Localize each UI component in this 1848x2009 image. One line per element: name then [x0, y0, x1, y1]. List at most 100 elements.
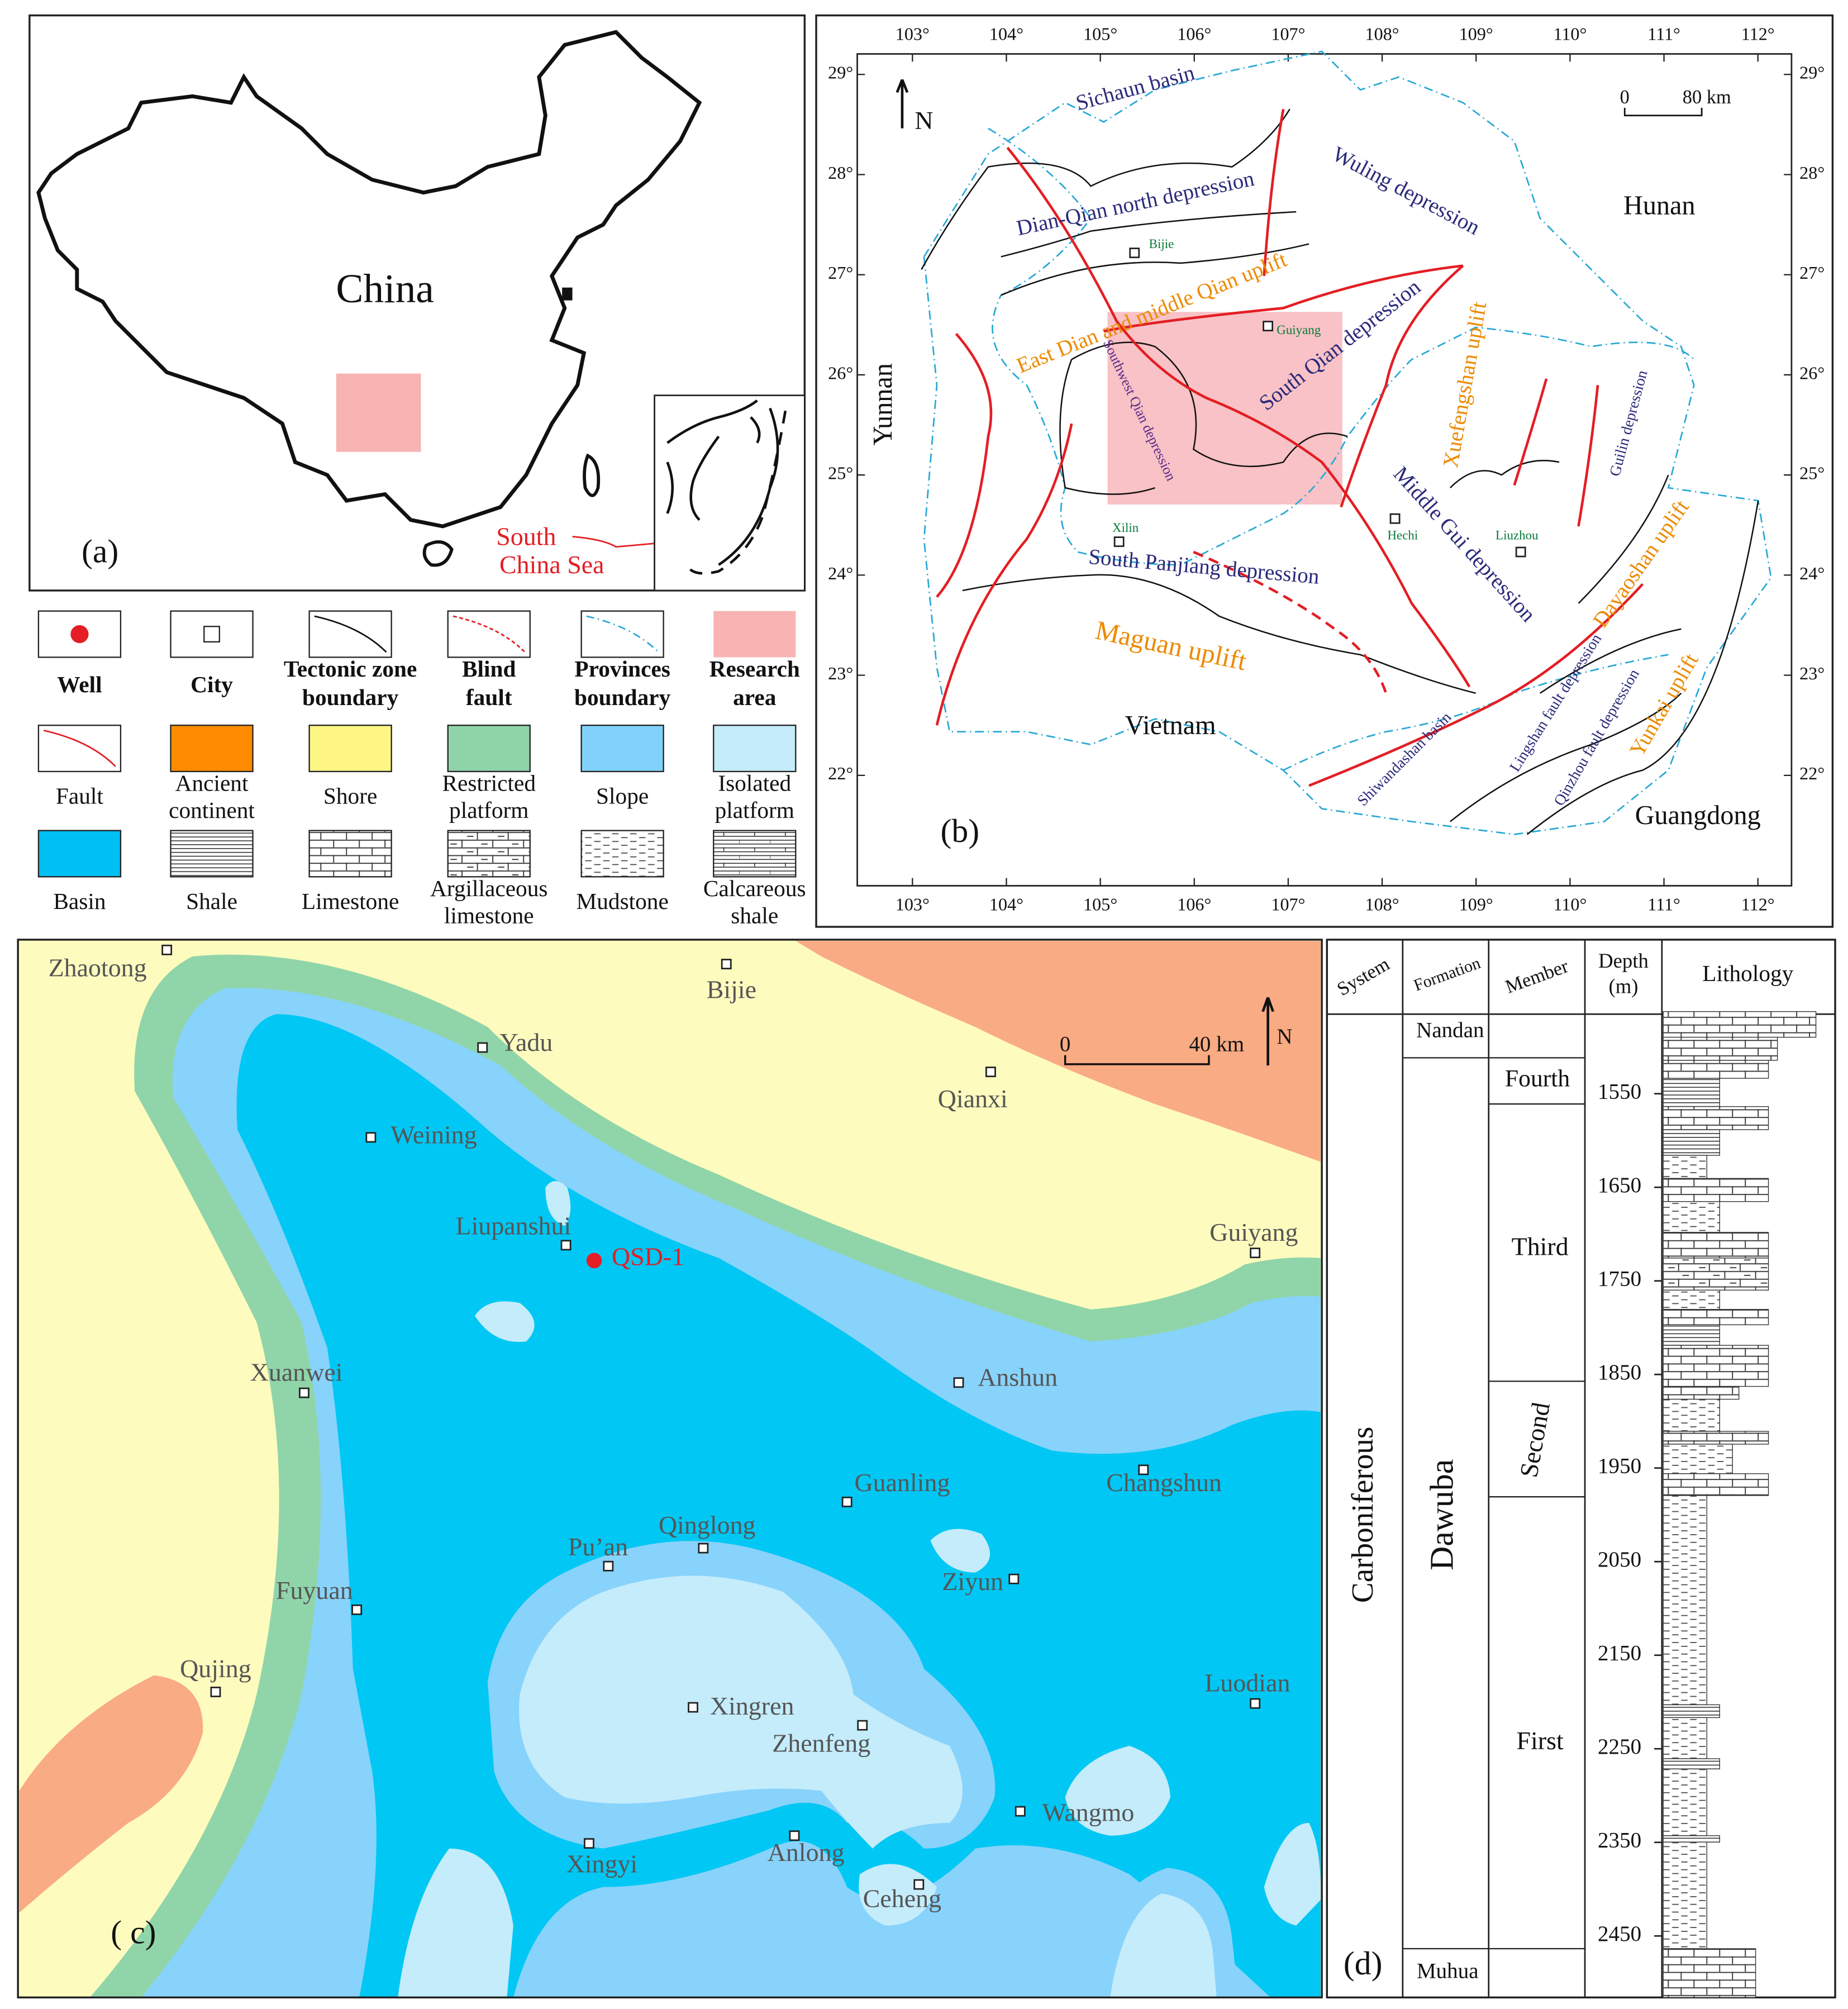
legend-city — [203, 626, 220, 643]
lat-tick-label: 25° — [1799, 463, 1825, 483]
lat-tick-label: 26° — [828, 363, 853, 383]
lat-tick-label: 22° — [1799, 763, 1825, 783]
lat-tick-label: 28° — [1799, 163, 1825, 183]
city-marker — [857, 1720, 868, 1731]
lithology-bed — [1663, 1704, 1720, 1718]
formation-label: Dawuba — [1423, 1459, 1460, 1570]
row-rule — [1402, 1057, 1585, 1950]
lat-tick-label: 29° — [1799, 63, 1825, 83]
lat-tick-label: 29° — [828, 63, 853, 83]
legend-line — [586, 615, 659, 653]
region-label: Guangdong — [1635, 801, 1761, 830]
city-label: Wangmo — [1042, 1798, 1135, 1827]
city-label: Guiyang — [1277, 323, 1321, 337]
panel-label: ( c) — [111, 1914, 156, 1951]
region-label: Yunnan — [868, 363, 898, 445]
lon-tick-label: 110° — [1553, 24, 1587, 44]
lon-tick-label: 111° — [1647, 24, 1680, 44]
north-arrow — [896, 79, 909, 128]
lithology-bed — [1663, 1106, 1769, 1130]
lat-tick-label: 23° — [1799, 663, 1825, 683]
legend-label: fault — [466, 684, 512, 710]
city-label: Pu’an — [568, 1532, 628, 1561]
lat-tick-label: 24° — [828, 563, 853, 583]
city-label: Qinglong — [659, 1511, 756, 1539]
city-marker — [953, 1377, 964, 1388]
isolated-platform — [930, 1529, 990, 1573]
region-label: Vietnam — [1125, 711, 1216, 740]
region-label: Hunan — [1623, 191, 1695, 220]
lat-tick-label: 23° — [828, 663, 853, 683]
header: Lithology — [1702, 960, 1793, 986]
legend-label: Provinces — [574, 656, 670, 682]
city-marker — [161, 944, 173, 955]
legend-box — [580, 610, 664, 658]
legend-swatch — [308, 725, 392, 773]
system-label: Carboniferous — [1345, 1427, 1379, 1603]
legend-swatch — [447, 725, 531, 773]
lat-tick-label: 27° — [1799, 263, 1825, 283]
legend-label: Research — [709, 656, 800, 682]
depth-tick-label: 2250 — [1598, 1735, 1641, 1759]
depth-tick-label: 2350 — [1598, 1829, 1641, 1853]
city-marker — [1138, 1464, 1149, 1475]
depth-tick-label: 1850 — [1598, 1360, 1641, 1384]
city-marker — [1263, 321, 1274, 332]
legend-swatch — [580, 725, 664, 773]
inset-coast — [666, 399, 779, 566]
well-marker — [586, 1253, 602, 1269]
legend-well — [70, 625, 89, 644]
legend-label: continent — [169, 797, 255, 823]
depth-tick-label: 1550 — [1598, 1080, 1641, 1104]
legend-label: area — [733, 684, 777, 710]
city-label: Qujing — [180, 1654, 251, 1683]
city-marker — [477, 1042, 488, 1053]
legend-label: City — [190, 672, 233, 697]
country-label: China — [336, 265, 434, 311]
legend-label: Blind — [462, 656, 516, 682]
lithology-bed — [1663, 1324, 1720, 1346]
legend-line — [314, 615, 387, 653]
ancient-continent — [796, 941, 1321, 1162]
city-label: Bijie — [1149, 237, 1174, 251]
city-label: Guiyang — [1209, 1218, 1298, 1246]
city-marker — [1008, 1573, 1020, 1584]
lithology-bed — [1663, 1232, 1769, 1259]
city-marker — [913, 1879, 925, 1890]
lithology-bed — [1663, 1129, 1720, 1156]
lithology-bed — [1663, 1258, 1769, 1291]
isolated-platform — [1065, 1745, 1171, 1836]
legend-label: platform — [715, 797, 794, 823]
city-label: Weining — [390, 1120, 477, 1149]
lon-tick-label: 111° — [1647, 894, 1680, 915]
isolated-platform — [519, 1575, 963, 1849]
lon-tick-label: 109° — [1459, 894, 1493, 915]
scale-bar — [1623, 108, 1703, 117]
member-label: First — [1517, 1726, 1564, 1755]
legend-swatch — [37, 830, 122, 878]
legend-swatch — [170, 725, 254, 773]
lon-tick-label: 106° — [1177, 894, 1211, 915]
legend-label: Well — [57, 672, 102, 697]
lon-tick-label: 104° — [989, 24, 1023, 44]
lon-tick-label: 108° — [1365, 894, 1399, 915]
lithology-bed — [1663, 1398, 1720, 1432]
city-marker — [985, 1067, 996, 1078]
depth-tick-label: 1950 — [1598, 1454, 1641, 1478]
lithology-bed — [1663, 1835, 1720, 1843]
city-label: Zhaotong — [49, 954, 147, 982]
legend-label: Limestone — [302, 888, 399, 914]
legend-label: Fault — [56, 783, 103, 809]
well-label: QSD-1 — [612, 1242, 684, 1271]
inset-frame — [654, 394, 806, 592]
isolated-platform — [1264, 1822, 1321, 1926]
panel-label: (d) — [1344, 1945, 1383, 1982]
lithology-bed — [1663, 1178, 1769, 1202]
lat-tick-label: 27° — [828, 263, 853, 283]
city-label: Xilin — [1112, 521, 1139, 535]
city-marker — [688, 1702, 698, 1713]
scale-label: 0 — [1620, 87, 1630, 108]
